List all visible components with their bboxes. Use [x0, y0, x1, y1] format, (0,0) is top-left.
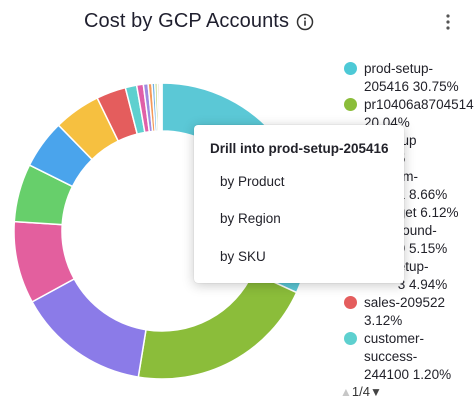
drill-by-sku[interactable]: by SKU: [220, 249, 266, 264]
drill-by-region[interactable]: by Region: [220, 211, 281, 226]
legend-label: etup- 3 4.94%: [397, 259, 448, 292]
legend-swatch: [344, 62, 357, 75]
drill-by-product[interactable]: by Product: [220, 174, 285, 189]
legend-label: customer- success- 244100 1.20%: [364, 331, 452, 382]
info-icon[interactable]: [296, 13, 314, 31]
drill-menu-title: Drill into prod-setup-205416: [210, 141, 389, 156]
donut-slice-16[interactable]: [159, 82, 163, 132]
drill-menu: Drill into prod-setup-205416 by Product …: [194, 125, 404, 283]
legend-swatch: [344, 98, 357, 111]
kebab-menu-icon[interactable]: [440, 12, 456, 32]
donut-slice-1[interactable]: [137, 271, 298, 380]
donut-slice-2[interactable]: [31, 277, 147, 378]
legend-label: prod-setup- 205416 30.75%: [364, 61, 459, 94]
legend-swatch: [344, 332, 357, 345]
pager-prev-icon[interactable]: ▲: [340, 385, 352, 399]
legend-label: sales-209522 3.12%: [364, 295, 446, 328]
pager-next-icon[interactable]: ▼: [369, 385, 382, 399]
legend-swatch: [344, 296, 357, 309]
card-title: Cost by GCP Accounts: [84, 10, 290, 32]
legend-pager: ▲1/4▼: [340, 384, 382, 399]
pager-page-label: 1/4: [351, 384, 370, 399]
